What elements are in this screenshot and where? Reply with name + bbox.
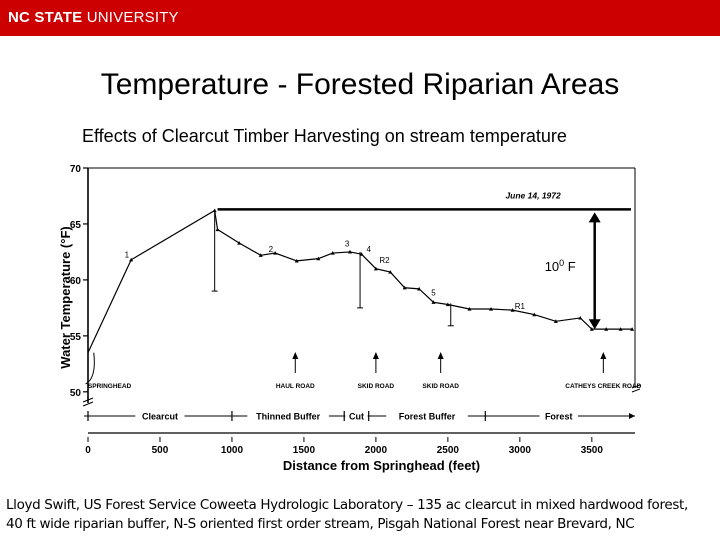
data-point [604,327,609,331]
x-tick-label: 500 [152,445,169,456]
y-tick-label: 70 [70,164,82,175]
difference-unit: F [564,259,576,274]
data-point [273,251,278,255]
band-label: Cut [349,412,364,422]
data-point [630,327,635,331]
site-label: SKID ROAD [358,383,395,390]
y-axis-break [82,397,94,407]
data-point [212,208,217,213]
point-label: 2 [269,245,274,254]
data-point [402,285,407,290]
site-label: CATHEYS CREEK ROAD [565,383,641,390]
springhead-arrow [85,352,95,385]
band-label: Thinned Buffer [256,412,320,422]
y-tick-label: 65 [70,220,82,231]
data-point [330,251,335,255]
band-label-bg [247,410,329,422]
data-point [553,319,558,323]
band-label: Forest Buffer [399,412,456,422]
header-bar: NC STATE UNIVERSITY [0,0,720,36]
x-tick-label: 0 [85,445,91,456]
right-axis-break [631,384,641,393]
band-label: Clearcut [142,412,178,422]
data-point [618,327,623,331]
data-point [431,300,436,304]
chart-background [40,150,660,480]
point-label: R1 [515,302,526,311]
difference-label: 100 F [545,258,576,274]
y-tick-label: 50 [70,388,82,399]
data-point [489,307,494,311]
data-point [237,240,242,245]
slide-subtitle: Effects of Clearcut Timber Harvesting on… [82,126,567,146]
y-tick-label: 60 [70,276,82,287]
date-label: June 14, 1972 [505,190,561,200]
site-arrow-head [437,352,444,359]
data-point [347,249,352,254]
x-tick-label: 2000 [365,445,388,456]
x-axis-title: Distance from Springhead (feet) [283,458,480,473]
data-point [445,302,450,307]
logo-rest-text: UNIVERSITY [82,9,179,26]
data-point [417,286,422,291]
difference-arrow-head-bottom [588,319,601,330]
slide-title: Temperature - Forested Riparian Areas [100,68,620,101]
band-label-bg [135,410,185,422]
logo-bold-text: NC STATE [8,9,83,26]
data-point [316,256,321,261]
caption-line-1: Lloyd Swift, US Forest Service Coweeta H… [6,497,688,513]
data-point [215,227,220,232]
x-tick-label: 2500 [437,445,460,456]
university-logo[interactable]: NC STATE UNIVERSITY [8,9,179,26]
caption-line-2: 40 ft wide riparian buffer, N-S oriented… [6,516,635,532]
band-label-bg [345,410,368,422]
temperature-series-line [87,209,633,353]
band-label: Forest [545,412,573,422]
site-arrow-head [372,352,379,359]
band-label-bg [539,410,578,422]
point-label: R2 [379,256,390,265]
point-label: 5 [431,289,436,298]
y-axis-title: Water Temperature (°F) [58,226,73,368]
site-label: SPRINGHEAD [88,383,132,390]
data-point [510,308,515,312]
site-label: SKID ROAD [422,383,459,390]
point-label: 3 [345,239,350,248]
data-point [467,307,472,311]
point-label: 1 [125,251,130,260]
data-point [388,270,393,274]
x-tick-label: 1500 [293,445,316,456]
band-arrow-end [629,413,635,419]
y-tick-label: 55 [70,332,82,343]
caption: Lloyd Swift, US Forest Service Coweeta H… [6,496,718,534]
difference-arrow-head-top [588,212,601,223]
point-label: 4 [366,245,371,254]
data-point [258,253,263,257]
data-point [294,258,299,263]
band-label-bg [386,410,468,422]
x-tick-label: 1000 [221,445,244,456]
x-tick-label: 3000 [509,445,532,456]
site-label: HAUL ROAD [276,383,315,390]
difference-superscript: 0 [559,258,564,268]
data-point [578,315,583,320]
difference-value: 10 [545,259,559,274]
x-tick-label: 3500 [581,445,604,456]
data-point [589,327,594,331]
data-point [532,312,537,317]
site-arrow-head [292,352,299,359]
data-point [373,266,378,271]
data-point [129,257,134,262]
site-arrow-head [600,352,607,359]
